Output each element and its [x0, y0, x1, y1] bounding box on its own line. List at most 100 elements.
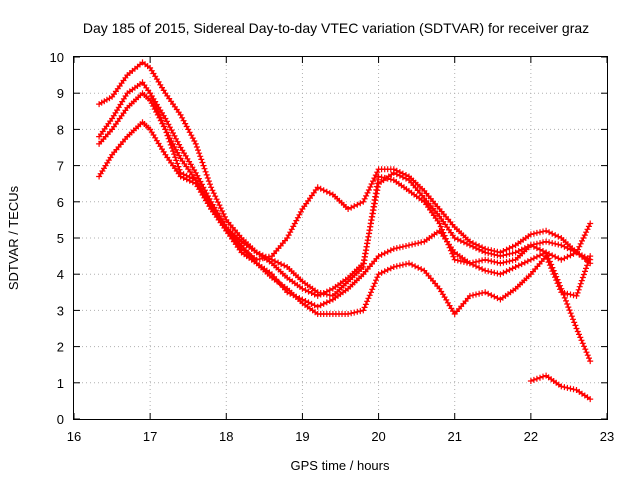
x-tick-label: 22 [524, 429, 538, 444]
data-point [174, 160, 181, 167]
data-point [485, 290, 492, 297]
data-point [509, 250, 516, 257]
data-point [575, 286, 582, 293]
data-point [566, 307, 573, 314]
data-point [158, 117, 165, 124]
data-point [585, 259, 592, 266]
data-point [367, 184, 374, 190]
data-point [576, 283, 583, 290]
data-point [265, 255, 272, 262]
data-point [485, 246, 492, 253]
data-point [326, 287, 333, 294]
data-point [152, 102, 159, 109]
data-point [540, 239, 546, 246]
x-tick-label: 18 [219, 429, 233, 444]
data-point [587, 396, 594, 403]
data-point [570, 316, 576, 323]
data-point [354, 308, 361, 315]
data-point [159, 120, 166, 127]
data-point [192, 140, 199, 147]
data-point [345, 206, 352, 212]
data-point [451, 235, 458, 241]
data-point [366, 292, 373, 299]
data-point [253, 249, 260, 256]
data-point [573, 325, 580, 332]
data-point [370, 283, 377, 290]
data-point [580, 235, 587, 241]
data-point [259, 252, 266, 259]
data-point [147, 90, 154, 97]
data-point [482, 289, 489, 296]
data-point [216, 202, 223, 209]
data-point [473, 291, 479, 298]
series-line [98, 61, 591, 297]
data-point [368, 289, 374, 296]
data-point [149, 96, 156, 103]
data-point [586, 355, 592, 362]
data-point [537, 229, 543, 236]
data-point [373, 277, 379, 284]
data-point [409, 241, 416, 248]
data-point [154, 108, 161, 115]
data-point [479, 290, 486, 296]
data-point [500, 269, 507, 276]
data-point [150, 99, 157, 106]
data-point [415, 240, 422, 247]
x-tick-label: 23 [600, 429, 614, 444]
data-point [171, 151, 178, 158]
data-point [546, 239, 553, 246]
data-point [393, 263, 400, 270]
data-point [451, 256, 458, 263]
data-point [485, 268, 492, 275]
data-point [579, 274, 586, 281]
data-point [165, 135, 172, 142]
data-point [186, 174, 193, 181]
data-point [357, 308, 364, 315]
data-point [561, 384, 568, 391]
data-point [503, 258, 510, 265]
data-point [272, 258, 278, 265]
data-point [466, 238, 473, 245]
data-point [153, 105, 160, 112]
data-point [457, 237, 464, 244]
data-point [488, 269, 495, 275]
data-point [365, 295, 372, 302]
data-point [470, 292, 476, 299]
x-tick-label: 16 [67, 429, 81, 444]
data-point [574, 328, 581, 335]
data-point [348, 310, 355, 317]
data-point [482, 267, 489, 274]
data-point [412, 263, 419, 270]
data-point [491, 258, 498, 265]
data-point [403, 243, 409, 249]
data-point [584, 262, 591, 269]
series-line [98, 81, 591, 264]
data-point [577, 240, 584, 247]
data-point [548, 265, 555, 272]
data-point [543, 253, 550, 260]
data-point [163, 129, 170, 136]
data-point [558, 289, 565, 296]
data-point [311, 302, 318, 309]
data-point [369, 286, 376, 293]
data-point [537, 240, 543, 247]
data-point [365, 187, 372, 193]
data-point [582, 346, 589, 353]
data-point [162, 126, 169, 133]
data-point [585, 223, 592, 230]
data-point [210, 190, 217, 197]
data-point [172, 154, 179, 161]
data-point [374, 169, 381, 176]
data-point [320, 300, 327, 307]
data-point [381, 174, 388, 181]
data-point [540, 228, 546, 235]
y-tick-label: 8 [57, 122, 64, 137]
data-point [552, 274, 558, 281]
data-point [437, 223, 444, 230]
data-point [582, 268, 588, 275]
data-point [447, 247, 454, 254]
data-point [436, 220, 443, 227]
data-point [494, 259, 501, 266]
data-point [167, 141, 174, 148]
data-point [554, 280, 561, 287]
